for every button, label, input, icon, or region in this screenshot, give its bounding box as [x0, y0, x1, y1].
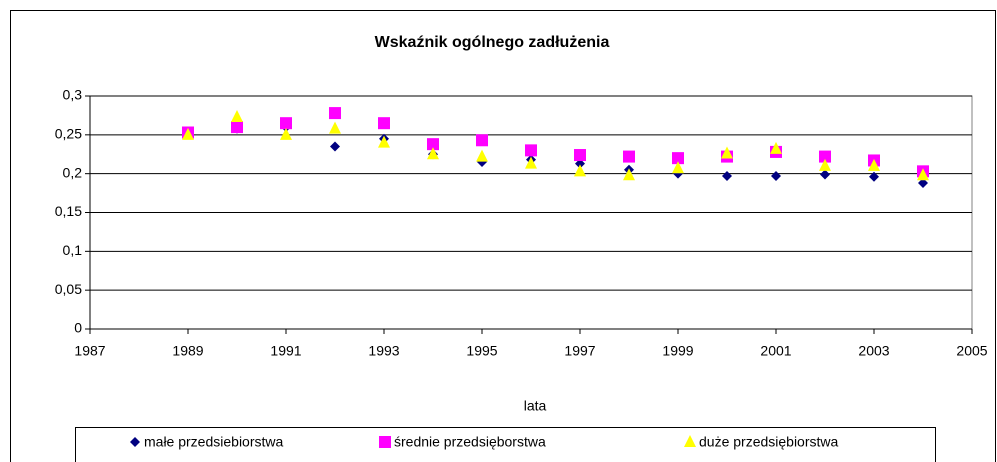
point	[574, 149, 586, 162]
point	[378, 135, 390, 148]
y-tick-label: 0,25	[55, 126, 82, 142]
legend-label: średnie przedsięborstwa	[394, 434, 546, 450]
point	[476, 149, 488, 162]
legend-marker	[684, 435, 696, 447]
point	[869, 171, 879, 182]
point	[280, 117, 292, 130]
point	[770, 141, 782, 154]
x-tick-label: 1997	[564, 343, 595, 359]
x-tick-label: 1987	[74, 343, 105, 359]
point	[231, 121, 243, 134]
y-tick-label: 0,3	[63, 87, 83, 103]
point	[917, 168, 929, 181]
legend-label: duże przedsiębiorstwa	[699, 434, 839, 450]
legend-marker	[379, 436, 391, 448]
point	[623, 150, 635, 163]
x-axis-label: lata	[524, 398, 547, 414]
point	[378, 117, 390, 130]
point	[918, 177, 928, 188]
legend-marker	[130, 437, 140, 447]
point	[330, 141, 340, 152]
x-tick-label: 1991	[270, 343, 301, 359]
x-tick-label: 2005	[956, 343, 987, 359]
legend-label: małe przedsiebiorstwa	[144, 434, 283, 450]
point	[722, 170, 732, 181]
x-tick-label: 1999	[662, 343, 693, 359]
point	[427, 147, 439, 160]
point	[672, 161, 684, 174]
point	[574, 164, 586, 177]
y-tick-label: 0,15	[55, 203, 82, 219]
point	[868, 158, 880, 171]
point	[721, 146, 733, 159]
point	[280, 127, 292, 140]
point	[231, 109, 243, 122]
point	[182, 127, 194, 140]
x-tick-label: 1995	[466, 343, 497, 359]
y-tick-label: 0,05	[55, 281, 82, 297]
point	[672, 152, 684, 165]
point	[819, 158, 831, 171]
legend-box	[75, 427, 936, 462]
x-tick-label: 2003	[858, 343, 889, 359]
point	[525, 144, 537, 157]
point	[819, 150, 831, 163]
x-tick-label: 2001	[760, 343, 791, 359]
chart-title: Wskaźnik ogólnego zadłużenia	[375, 34, 610, 51]
point	[771, 170, 781, 181]
point	[329, 107, 341, 120]
y-tick-label: 0,1	[63, 242, 83, 258]
point	[329, 121, 341, 134]
point	[525, 156, 537, 169]
point	[820, 169, 830, 180]
y-tick-label: 0	[74, 320, 82, 336]
x-tick-label: 1989	[172, 343, 203, 359]
y-tick-label: 0,2	[63, 164, 83, 180]
point	[623, 168, 635, 181]
point	[427, 138, 439, 151]
point	[476, 134, 488, 147]
x-tick-label: 1993	[368, 343, 399, 359]
point	[575, 158, 585, 169]
